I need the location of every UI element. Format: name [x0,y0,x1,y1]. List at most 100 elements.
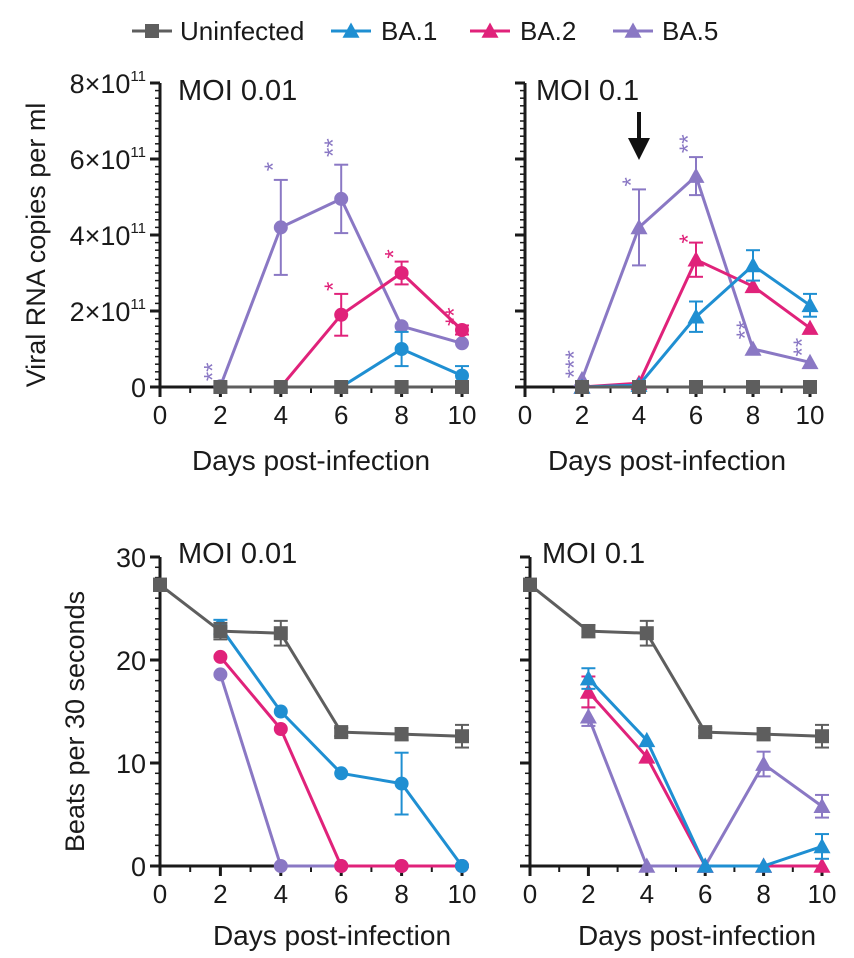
y-tick-label: 6×1011 [70,144,146,175]
series-ba-2 [579,675,831,873]
data-point [455,323,469,337]
data-point [689,380,703,394]
data-point [455,336,469,351]
x-tick-label: 0 [153,879,167,909]
x-tick-label: 2 [213,879,227,909]
y-tick-label: 30 [116,543,146,573]
y-tick-exponent: 11 [130,296,146,313]
x-axis-label: Days post-infection [578,920,816,951]
legend-item-ba-2: BA.2 [470,16,576,46]
data-point [213,380,228,394]
data-point [803,380,817,394]
x-tick-label: 10 [796,400,825,430]
data-point [638,857,656,873]
data-point [334,191,349,206]
x-tick-label: 2 [213,400,227,430]
data-point [638,748,656,764]
y-tick-label: 20 [116,646,146,676]
y-tick-exponent: 11 [130,144,146,161]
data-point [687,308,705,324]
data-point [696,857,714,873]
y-tick-label: 10 [116,749,146,779]
data-point [746,380,760,394]
data-point [394,776,409,791]
data-point [744,340,762,356]
legend-label: Uninfected [180,16,304,46]
series-ba-1 [579,667,831,873]
data-point [579,683,597,699]
series-ba-2 [213,260,469,394]
data-point [455,368,469,383]
chart-panel-4: 0 2 4 6 8 10 Days post-infection MOI 0.1 [520,538,836,951]
significance-marker: ** [732,321,759,340]
data-point [813,857,831,873]
x-tick-label: 4 [632,400,646,430]
data-point [334,859,349,873]
y-tick-label: 2×1011 [70,296,146,327]
data-point [394,859,409,873]
x-tick-label: 2 [581,879,595,909]
x-tick-label: 8 [394,879,408,909]
data-point [639,626,654,641]
x-tick-label: 4 [274,400,288,430]
data-point [213,624,228,639]
chart-panels: 0 2 4 6 8 10 0 2×1011 4×1011 6×1011 8×1011 Viral RN… [21,68,836,951]
data-point [744,256,762,273]
x-tick-label: 2 [575,400,589,430]
y-tick-exponent: 11 [130,68,146,85]
x-tick-label: 8 [746,400,760,430]
significance-marker: * [320,282,347,291]
data-point [801,319,819,335]
y-tick-label: 0 [131,373,146,403]
data-point [632,380,646,394]
legend-item-ba-5: BA.5 [613,16,718,46]
data-point [394,319,409,334]
data-point [273,859,288,873]
x-tick-label: 8 [756,879,770,909]
data-point [213,667,228,682]
chart-panel-1: 0 2 4 6 8 10 0 2×1011 4×1011 6×1011 8×1011 Viral RN… [21,68,476,476]
y-tick-label: 8×1011 [70,68,146,99]
series-ba-2 [213,649,469,873]
legend-item-uninfected: Uninfected [132,16,304,46]
data-point [687,251,705,267]
arrow-head [628,138,650,160]
data-point [273,220,288,235]
significance-marker: *** [561,350,588,378]
data-point [698,725,713,740]
data-point [755,857,773,873]
series-line [159,583,463,738]
chart-panel-3: 0 2 4 6 8 10 0 10 20 30 Beats per 30 seconds Days p… [60,538,476,951]
panel-title: MOI 0.01 [178,75,297,107]
x-tick-label: 6 [689,400,703,430]
data-point [630,218,648,235]
data-point [455,859,469,873]
data-point [334,380,349,394]
x-tick-label: 6 [334,400,348,430]
x-tick-label: 10 [808,879,837,909]
data-point [273,626,288,641]
x-tick-label: 6 [334,879,348,909]
data-point [801,353,819,370]
x-tick-label: 0 [523,879,537,909]
data-point [579,670,597,686]
x-tick-label: 8 [394,400,408,430]
significance-marker: * [381,249,408,258]
significance-marker: ** [675,134,702,153]
data-point [523,577,537,592]
data-point [813,837,831,854]
series-line [219,655,462,868]
data-point [756,727,771,742]
series-uninfected [213,380,469,394]
x-tick-label: 0 [518,400,532,430]
data-point [455,380,469,394]
data-point [153,577,167,592]
data-point [638,731,656,748]
data-point [687,167,705,183]
significance-marker: * [260,162,287,171]
legend-marker [145,24,159,38]
y-axis-label: Viral RNA copies per ml [21,103,51,388]
x-tick-label: 4 [640,879,654,909]
